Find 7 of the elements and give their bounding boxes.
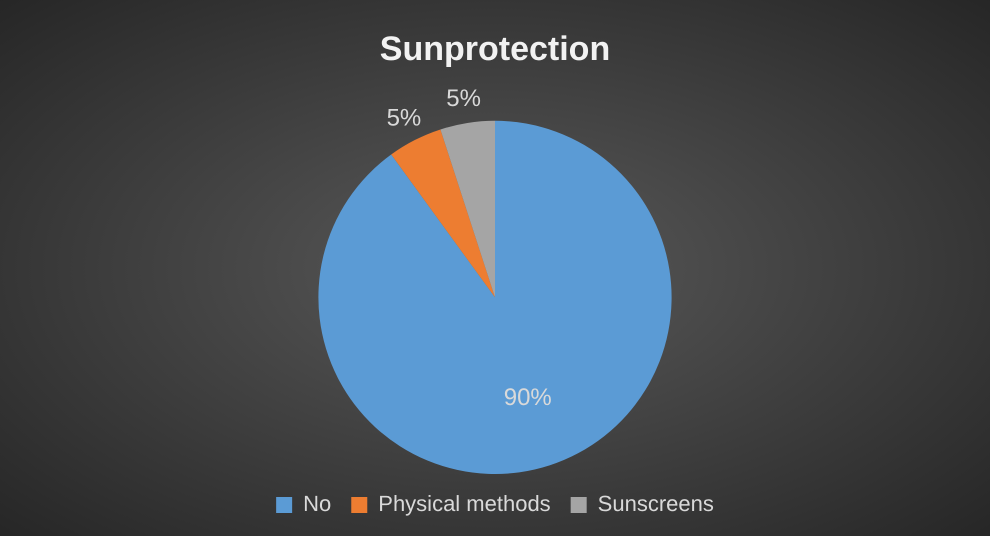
- chart-title: Sunprotection: [380, 30, 610, 68]
- data-label: 5%: [386, 104, 422, 132]
- legend-label: No: [303, 491, 332, 516]
- data-label: 90%: [504, 384, 552, 411]
- legend-label: Sunscreens: [598, 491, 714, 516]
- legend-label: Physical methods: [378, 491, 551, 516]
- data-label: 5%: [446, 84, 481, 112]
